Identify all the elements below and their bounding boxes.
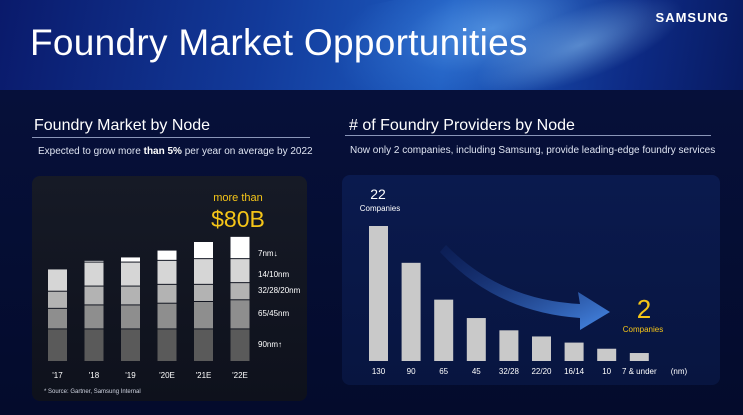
left-section-underline (32, 137, 310, 138)
bar-segment (230, 283, 250, 300)
end-label: Companies (623, 325, 663, 334)
bar-segment (84, 262, 104, 286)
bar-segment (230, 259, 250, 283)
callout-top: more than (213, 192, 263, 204)
legend-label: 90nm↑ (258, 340, 282, 349)
start-label: Companies (360, 204, 400, 213)
bar (369, 226, 388, 361)
right-section-subtitle: Now only 2 companies, including Samsung,… (350, 145, 716, 156)
bar (401, 262, 421, 361)
trend-arrow (440, 245, 610, 330)
bar-segment (84, 329, 104, 361)
bar-segment (121, 262, 140, 286)
x-tick-label: '22E (232, 371, 248, 380)
bar-segment (157, 303, 177, 329)
bar-segment (48, 308, 67, 329)
x-tick-label: 65 (439, 367, 448, 376)
bar-segment (157, 284, 177, 303)
left-section-subtitle: Expected to grow more than 5% per year o… (38, 146, 313, 157)
end-value: 2 (637, 294, 651, 324)
bar (434, 299, 454, 361)
x-tick-label: 130 (372, 367, 386, 376)
x-tick-label: '20E (159, 371, 175, 380)
x-tick-label: '17 (52, 371, 63, 380)
bar-segment (84, 305, 104, 329)
bar (532, 336, 551, 361)
x-tick-label: 22/20 (531, 367, 552, 376)
bar-segment (194, 284, 213, 301)
x-tick-label: 10 (602, 367, 611, 376)
bar-segment (230, 329, 250, 361)
bar-segment (230, 300, 250, 329)
x-tick-label: '21E (196, 371, 212, 380)
callout-value: $80B (211, 206, 265, 232)
bar-segment (121, 286, 140, 305)
left-section-title: Foundry Market by Node (34, 117, 211, 134)
bar-segment (230, 236, 250, 259)
bar-segment (84, 260, 104, 262)
legend-label: 65/45nm (258, 309, 289, 318)
right-section-title: # of Foundry Providers by Node (349, 117, 575, 134)
bar-segment (194, 242, 213, 259)
legend-label: 32/28/20nm (258, 286, 301, 295)
bar-segment (84, 286, 104, 305)
bar-segment (194, 302, 213, 329)
x-tick-label: 16/14 (564, 367, 585, 376)
x-tick-label: 7 & under (622, 367, 657, 376)
right-section-underline (345, 135, 711, 136)
bar-segment (48, 269, 67, 291)
bar (629, 353, 649, 361)
bar-segment (48, 291, 67, 308)
x-tick-label: 32/28 (499, 367, 520, 376)
x-tick-label: 90 (407, 367, 416, 376)
x-axis-unit: (nm) (671, 367, 688, 376)
bar-segment (157, 250, 177, 260)
x-tick-label: '19 (125, 371, 136, 380)
x-tick-label: '18 (89, 371, 100, 380)
bar-segment (194, 259, 213, 284)
bar-segment (157, 329, 177, 361)
bar-segment (121, 329, 140, 361)
source-note: * Source: Gartner, Samsung Internal (44, 389, 141, 395)
bar (499, 330, 519, 361)
bar (466, 318, 486, 361)
bar-segment (121, 257, 140, 262)
bar (564, 342, 584, 361)
header-banner: SAMSUNG Foundry Market Opportunities (0, 0, 743, 90)
brand-logo: SAMSUNG (655, 10, 729, 25)
bar-segment (121, 305, 140, 329)
page-title: Foundry Market Opportunities (30, 22, 528, 63)
x-tick-label: 45 (472, 367, 481, 376)
bar-segment (157, 260, 177, 284)
bar-segment (48, 329, 67, 361)
bar-segment (194, 329, 213, 361)
legend-label: 7nm↓ (258, 249, 278, 258)
start-value: 22 (370, 186, 386, 202)
legend-label: 14/10nm (258, 270, 289, 279)
bar (597, 348, 617, 361)
